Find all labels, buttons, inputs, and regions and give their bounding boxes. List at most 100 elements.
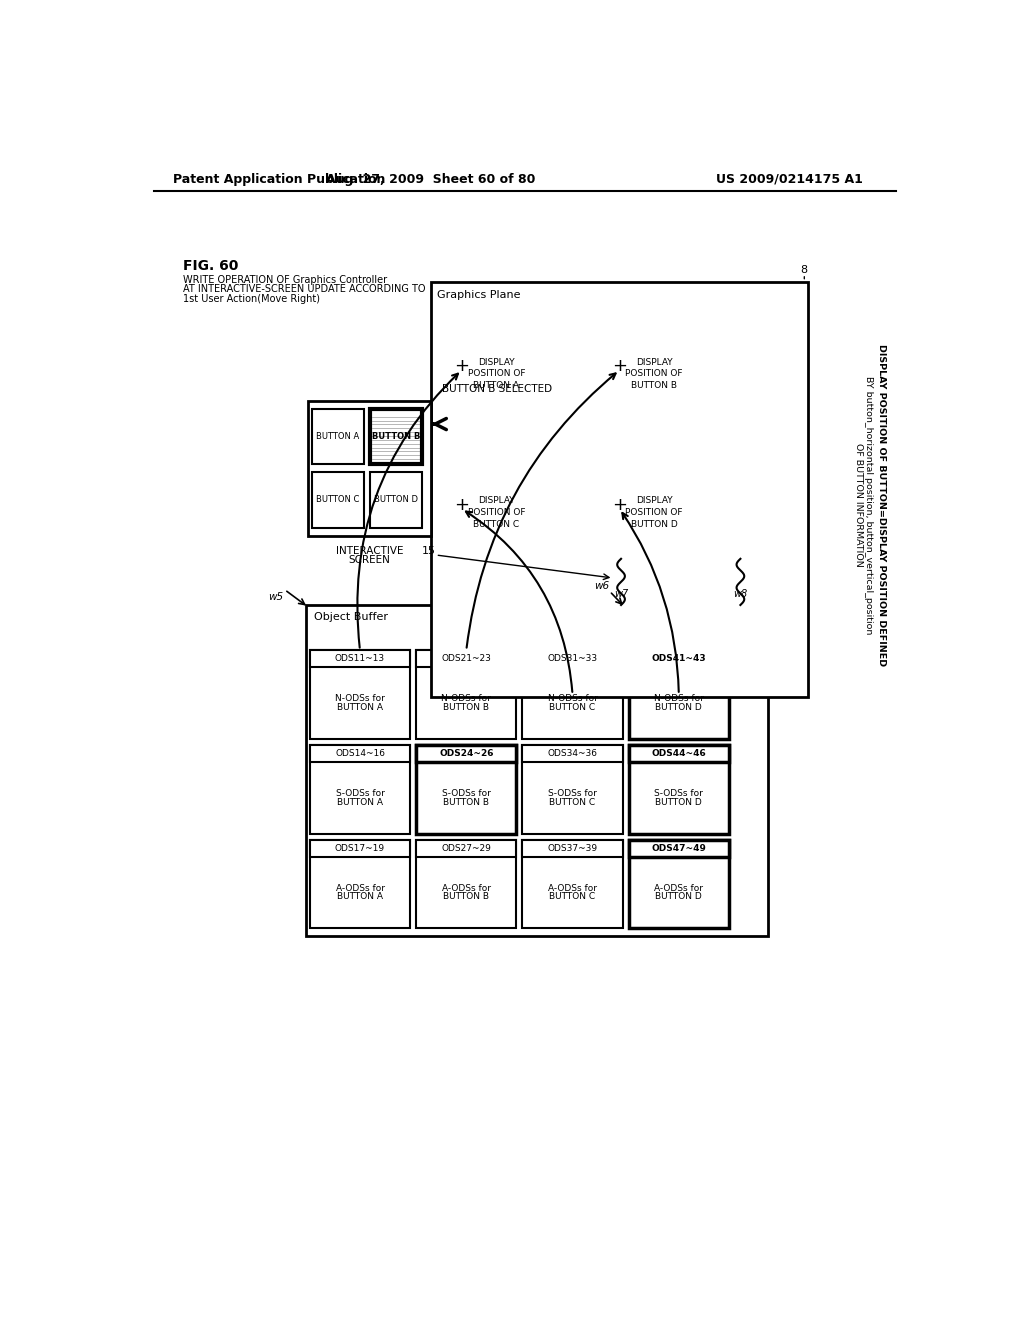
Text: US 2009/0214175 A1: US 2009/0214175 A1 <box>716 173 862 186</box>
Bar <box>522 651 623 739</box>
Text: 8: 8 <box>801 265 808 275</box>
Text: ODS41~43: ODS41~43 <box>651 655 707 664</box>
Text: +: + <box>455 358 469 375</box>
Bar <box>416 744 516 834</box>
Bar <box>311 473 364 528</box>
Text: N-ODSs for: N-ODSs for <box>441 694 492 704</box>
Bar <box>310 840 410 928</box>
Text: BUTTON C: BUTTON C <box>316 495 359 504</box>
Bar <box>370 409 422 465</box>
Text: +: + <box>612 496 627 513</box>
Text: ODS27~29: ODS27~29 <box>441 843 492 853</box>
Text: BUTTON C: BUTTON C <box>550 892 596 902</box>
Text: DISPLAY
POSITION OF
BUTTON D: DISPLAY POSITION OF BUTTON D <box>626 496 683 529</box>
Bar <box>416 744 516 762</box>
Bar <box>370 473 422 528</box>
Text: ODS31~33: ODS31~33 <box>548 655 598 664</box>
Text: DISPLAY
POSITION OF
BUTTON C: DISPLAY POSITION OF BUTTON C <box>468 496 525 529</box>
Text: Aug. 27, 2009  Sheet 60 of 80: Aug. 27, 2009 Sheet 60 of 80 <box>327 173 536 186</box>
Text: ODS11~13: ODS11~13 <box>335 655 385 664</box>
Text: w7: w7 <box>614 589 628 599</box>
Text: S-ODSs for: S-ODSs for <box>548 789 597 799</box>
Text: BUTTON A: BUTTON A <box>337 704 383 711</box>
Text: Graphics Plane: Graphics Plane <box>437 290 520 301</box>
Bar <box>522 744 623 762</box>
Text: DISPLAY POSITION OF BUTTON=DISPLAY POSITION DEFINED: DISPLAY POSITION OF BUTTON=DISPLAY POSIT… <box>877 343 886 667</box>
Text: ODS44~46: ODS44~46 <box>651 750 707 758</box>
Text: BUTTON D: BUTTON D <box>655 797 702 807</box>
Text: N-ODSs for: N-ODSs for <box>654 694 703 704</box>
Text: S-ODSs for: S-ODSs for <box>654 789 703 799</box>
Bar <box>431 281 808 697</box>
Bar <box>522 651 623 668</box>
Text: A-ODSs for: A-ODSs for <box>654 884 703 892</box>
Bar <box>416 651 516 668</box>
Text: BUTTON C: BUTTON C <box>550 797 596 807</box>
Text: AT INTERACTIVE-SCREEN UPDATE ACCORDING TO: AT INTERACTIVE-SCREEN UPDATE ACCORDING T… <box>183 284 425 294</box>
Bar <box>629 651 729 668</box>
Text: ODS37~39: ODS37~39 <box>548 843 598 853</box>
Bar <box>522 840 623 928</box>
Text: ODS21~23: ODS21~23 <box>441 655 492 664</box>
Bar <box>629 840 729 928</box>
Text: BUTTON D: BUTTON D <box>655 704 702 711</box>
Text: BY button_horizontal position, button_vertical_position: BY button_horizontal position, button_ve… <box>864 376 873 634</box>
Bar <box>629 651 729 739</box>
Text: +: + <box>455 496 469 513</box>
Text: w5: w5 <box>267 593 283 602</box>
Text: BUTTON D: BUTTON D <box>655 892 702 902</box>
Text: Patent Application Publication: Patent Application Publication <box>173 173 385 186</box>
Text: S-ODSs for: S-ODSs for <box>336 789 384 799</box>
Bar <box>629 840 729 857</box>
Bar <box>307 401 431 536</box>
Text: FIG. 60: FIG. 60 <box>183 259 239 273</box>
Bar <box>416 840 516 857</box>
Text: BUTTON A: BUTTON A <box>337 797 383 807</box>
Bar <box>629 744 729 762</box>
Text: Object Buffer: Object Buffer <box>313 611 388 622</box>
Text: w8: w8 <box>733 589 748 599</box>
Text: SCREEN: SCREEN <box>348 556 390 565</box>
Text: BUTTON B: BUTTON B <box>443 704 489 711</box>
Text: +: + <box>612 358 627 375</box>
Text: BUTTON B: BUTTON B <box>443 797 489 807</box>
Text: ODS17~19: ODS17~19 <box>335 843 385 853</box>
Bar <box>310 744 410 834</box>
Bar <box>416 840 516 928</box>
Text: A-ODSs for: A-ODSs for <box>336 884 385 892</box>
Text: DISPLAY
POSITION OF
BUTTON B: DISPLAY POSITION OF BUTTON B <box>626 358 683 391</box>
Text: WRITE OPERATION OF Graphics Controller: WRITE OPERATION OF Graphics Controller <box>183 275 387 285</box>
Text: INTERACTIVE: INTERACTIVE <box>336 546 403 556</box>
Bar <box>310 840 410 857</box>
Bar <box>306 605 768 936</box>
Text: S-ODSs for: S-ODSs for <box>441 789 490 799</box>
Bar <box>311 409 364 465</box>
Text: DISPLAY
POSITION OF
BUTTON A: DISPLAY POSITION OF BUTTON A <box>468 358 525 391</box>
Text: A-ODSs for: A-ODSs for <box>548 884 597 892</box>
Text: N-ODSs for: N-ODSs for <box>335 694 385 704</box>
Text: ODS47~49: ODS47~49 <box>651 843 707 853</box>
Bar <box>310 651 410 668</box>
Text: BUTTON A: BUTTON A <box>316 432 359 441</box>
Text: BUTTON B: BUTTON B <box>372 432 421 441</box>
Text: BUTTON D: BUTTON D <box>374 495 418 504</box>
Text: A-ODSs for: A-ODSs for <box>441 884 490 892</box>
Bar <box>416 651 516 739</box>
Text: ODS34~36: ODS34~36 <box>548 750 598 758</box>
Bar <box>310 651 410 739</box>
Text: 15: 15 <box>422 546 436 556</box>
Text: w6: w6 <box>594 581 609 591</box>
Text: ODS14~16: ODS14~16 <box>335 750 385 758</box>
Text: N-ODSs for: N-ODSs for <box>548 694 597 704</box>
Bar <box>522 744 623 834</box>
Text: BUTTON B SELECTED: BUTTON B SELECTED <box>442 384 553 395</box>
Text: 1st User Action(Move Right): 1st User Action(Move Right) <box>183 293 319 304</box>
Text: BUTTON A: BUTTON A <box>337 892 383 902</box>
Bar <box>629 744 729 834</box>
Text: OF BUTTON INFORMATION: OF BUTTON INFORMATION <box>854 444 862 566</box>
Text: ODS24~26: ODS24~26 <box>439 750 494 758</box>
Bar <box>310 744 410 762</box>
Bar <box>522 840 623 857</box>
Text: BUTTON C: BUTTON C <box>550 704 596 711</box>
Text: BUTTON B: BUTTON B <box>443 892 489 902</box>
